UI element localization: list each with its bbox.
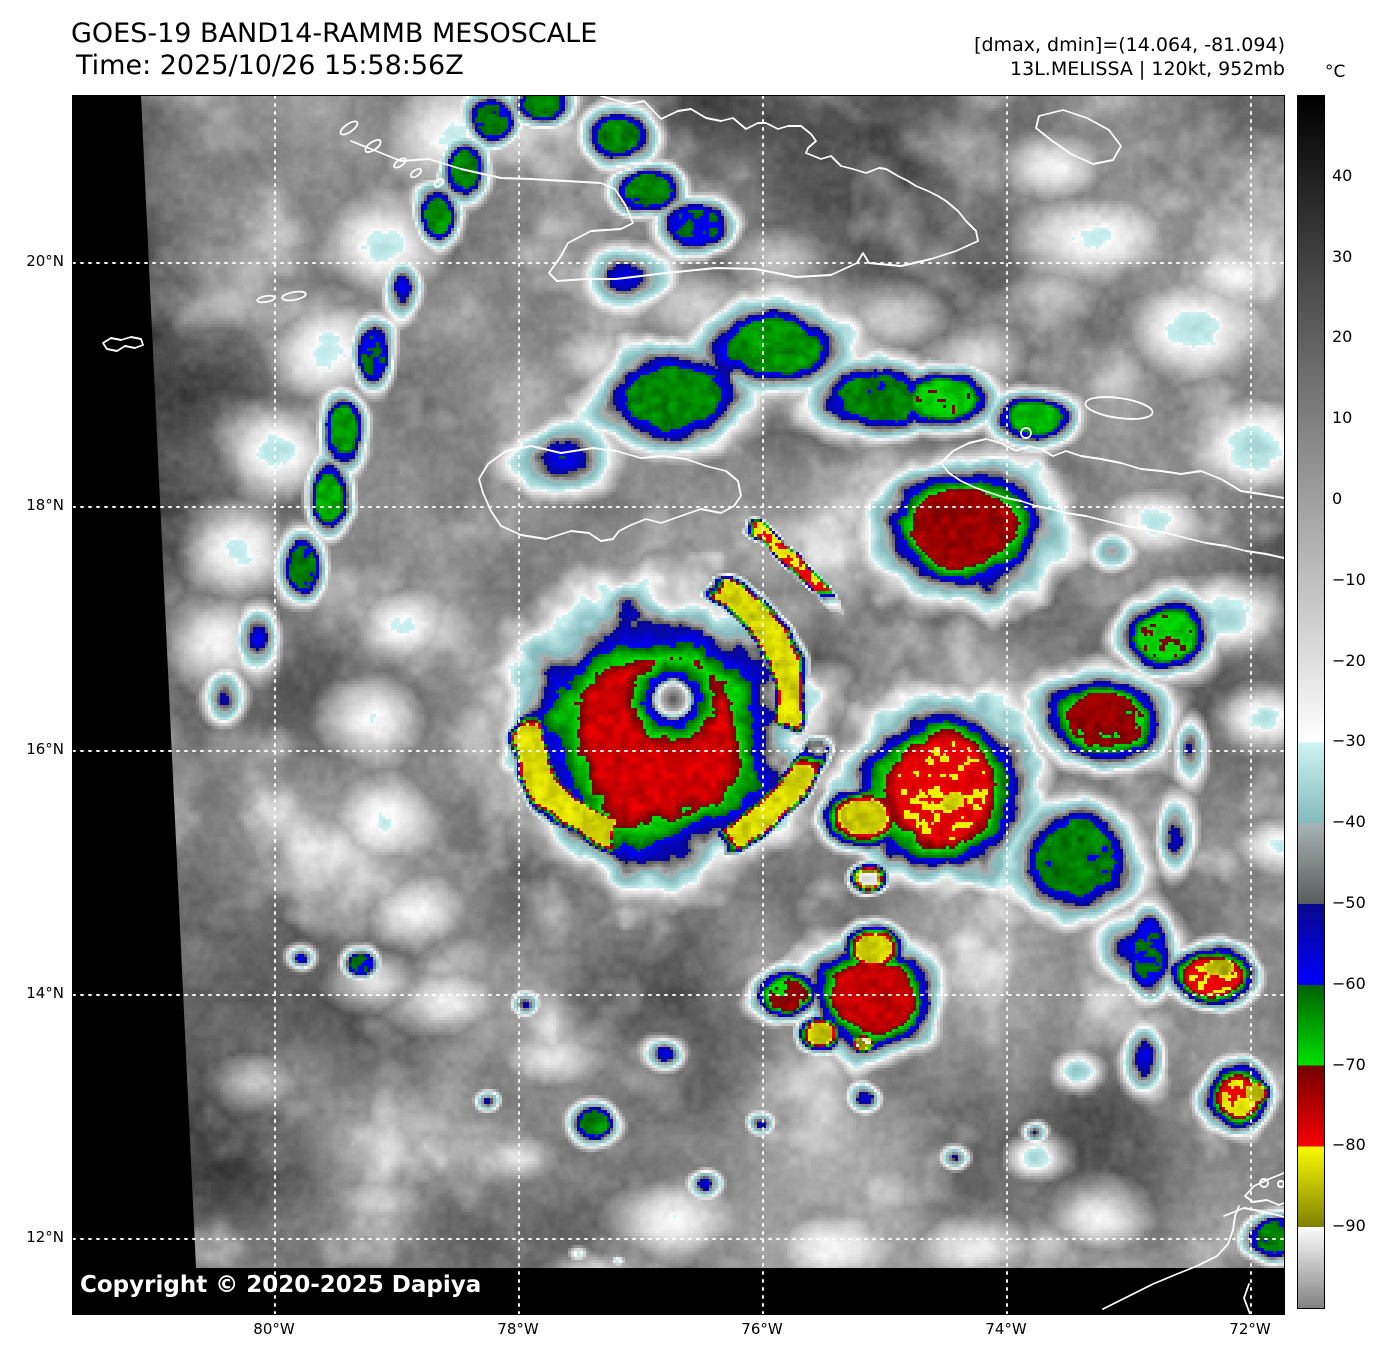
colorbar-tick-label: −70 [1332,1054,1366,1074]
colorbar-tick-label: 20 [1332,327,1353,347]
colorbar-tick-label: −30 [1332,731,1366,751]
colorbar-tick-label: −10 [1332,569,1366,589]
colorbar-tick-label: −80 [1332,1135,1366,1155]
colorbar-tick-label: 10 [1332,408,1353,428]
colorbar-unit-label: °C [1325,62,1346,82]
lat-tick-label: 20°N [26,252,64,270]
lon-tick-label: 78°W [497,1320,539,1338]
lat-tick-label: 16°N [26,740,64,758]
lat-tick-label: 18°N [26,496,64,514]
colorbar-tick-label: 30 [1332,246,1353,266]
colorbar-tick-label: 0 [1332,489,1343,508]
dmax-dmin-text: [dmax, dmin]=(14.064, -81.094) [974,34,1285,56]
lon-tick-label: 74°W [985,1320,1027,1338]
colorbar-gradient [1297,95,1325,1309]
colorbar-tick-label: −50 [1332,893,1366,912]
lat-tick-label: 12°N [26,1228,64,1246]
satellite-imagery-canvas [73,96,1284,1314]
lon-tick-label: 72°W [1229,1320,1271,1338]
timestamp-text: Time: 2025/10/26 15:58:56Z [76,50,464,81]
colorbar-tick-label: −90 [1332,1216,1366,1236]
map-frame [72,95,1285,1315]
lon-tick-label: 76°W [741,1320,783,1338]
storm-info-text: 13L.MELISSA | 120kt, 952mb [1010,58,1285,80]
colorbar-tick-label: −20 [1332,650,1366,670]
lon-tick-label: 80°W [253,1320,295,1338]
lat-tick-label: 14°N [26,984,64,1002]
copyright-text: Copyright © 2020-2025 Dapiya [80,1272,482,1298]
colorbar-tick-label: −40 [1332,812,1366,832]
colorbar-tick-label: −60 [1332,973,1366,993]
colorbar-tick-label: 40 [1332,165,1353,185]
product-title: GOES-19 BAND14-RAMMB MESOSCALE [71,18,598,49]
